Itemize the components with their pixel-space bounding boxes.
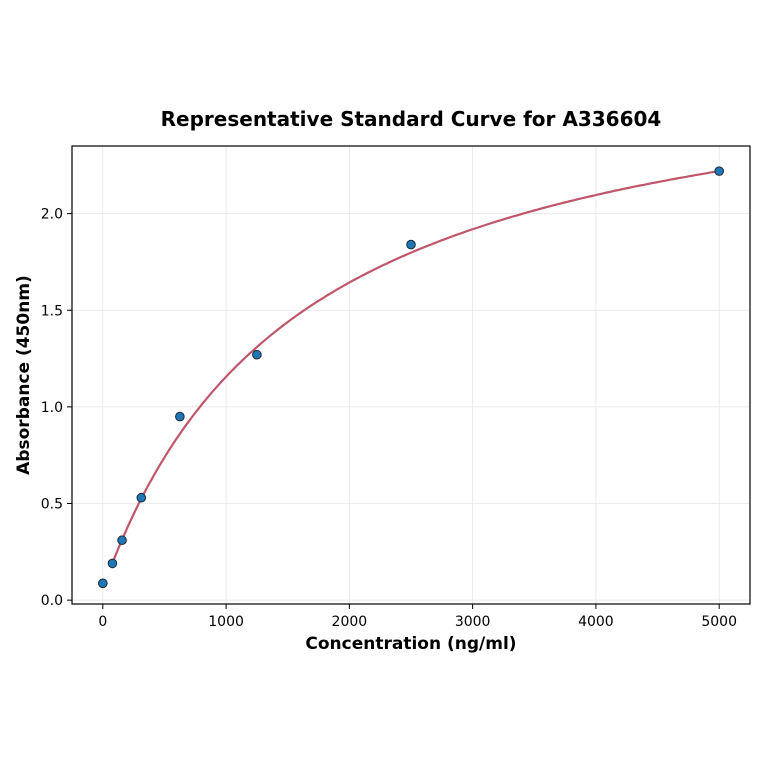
y-axis-label: Absorbance (450nm): [14, 275, 34, 475]
x-tick-label: 4000: [578, 614, 614, 630]
data-point: [175, 411, 185, 422]
points-group: [98, 166, 724, 589]
fit-curve: [111, 170, 720, 564]
data-point: [107, 558, 118, 569]
y-tick-label: 0.0: [41, 593, 63, 609]
y-ticks: 0.0 0.5 1.0 1.5 2.0: [41, 207, 72, 609]
data-point: [117, 535, 127, 546]
x-tick-label: 3000: [455, 614, 491, 630]
grid: [72, 146, 750, 604]
x-ticks: 0 1000 2000 3000 4000 5000: [98, 604, 737, 630]
plot-frame: [71, 145, 751, 605]
data-point: [252, 349, 262, 360]
y-tick-label: 0.5: [41, 497, 63, 513]
data-point: [136, 492, 147, 503]
y-tick-label: 1.5: [41, 303, 63, 319]
y-tick-label: 2.0: [41, 207, 63, 223]
data-point: [98, 578, 108, 589]
chart-title: Representative Standard Curve for A33660…: [161, 107, 662, 131]
x-axis-label: Concentration (ng/ml): [305, 634, 516, 654]
data-point: [714, 166, 724, 176]
x-tick-label: 5000: [701, 614, 737, 630]
y-tick-label: 1.0: [41, 400, 63, 416]
x-tick-label: 0: [98, 614, 107, 630]
data-point: [406, 239, 416, 250]
fit-curve-group: [111, 170, 720, 564]
x-tick-label: 1000: [208, 614, 244, 630]
x-tick-label: 2000: [332, 614, 368, 630]
